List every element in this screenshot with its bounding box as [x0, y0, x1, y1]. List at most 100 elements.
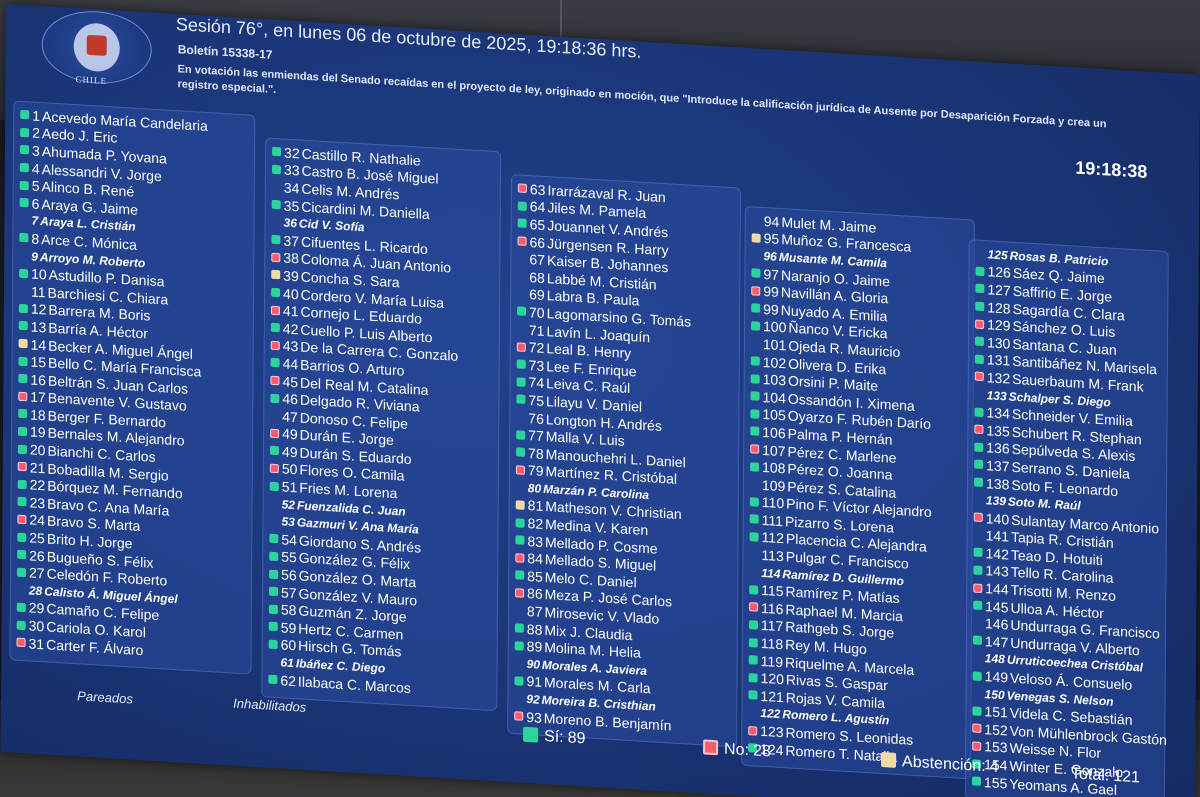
deputy-number: 96: [763, 248, 777, 264]
vote-indicator-icon: [514, 676, 524, 686]
deputy-number: 94: [763, 212, 780, 230]
deputy-number: 22: [29, 476, 46, 494]
vote-indicator-icon: [974, 407, 984, 417]
deputy-number: 88: [526, 620, 543, 638]
disabled-label: Inhabilitados: [233, 695, 307, 715]
deputy-number: 119: [760, 652, 784, 670]
clock: 19:18:38: [1075, 157, 1148, 182]
deputy-number: 49: [281, 443, 298, 461]
vote-indicator-icon: [515, 606, 524, 616]
deputy-number: 138: [985, 474, 1010, 493]
vote-indicator-icon: [974, 371, 984, 382]
deputy-number: 143: [985, 562, 1009, 581]
vote-indicator-icon: [517, 306, 527, 317]
deputy-number: 76: [528, 409, 544, 427]
deputy-number: 85: [527, 567, 543, 585]
deputy-number: 130: [986, 334, 1011, 352]
no-count: 28: [752, 742, 771, 761]
deputy-number: 13: [30, 318, 47, 336]
vote-indicator-icon: [19, 286, 28, 296]
deputy-number: 111: [761, 511, 784, 530]
deputy-number: 148: [984, 651, 1005, 667]
vote-indicator-icon: [270, 411, 279, 421]
deputy-number: 147: [984, 633, 1009, 651]
deputy-number: 47: [282, 408, 298, 426]
vote-indicator-icon: [751, 339, 760, 349]
vote-indicator-icon: [749, 496, 759, 507]
deputy-number: 83: [527, 532, 544, 550]
deputy-number: 59: [280, 619, 297, 637]
deputy-number: 54: [281, 531, 298, 549]
vote-indicator-icon: [749, 550, 758, 560]
deputy-number: 99: [763, 283, 779, 301]
vote-indicator-icon: [752, 216, 761, 226]
total-label: Total:: [1070, 765, 1110, 785]
deputy-number: 23: [29, 494, 46, 512]
vote-indicator-icon: [748, 655, 758, 665]
vote-indicator-icon: [515, 465, 525, 475]
vote-indicator-icon: [17, 585, 26, 595]
deputies-column-4: 94 Mulet M. Jaime 95 Muñoz G. Francesca 96 Mu…: [740, 205, 975, 780]
deputy-number: 53: [281, 514, 295, 530]
vote-indicator-icon: [517, 289, 526, 299]
deputy-number: 122: [760, 706, 781, 722]
vote-indicator-icon: [271, 270, 281, 280]
vote-indicator-icon: [17, 514, 27, 525]
vote-indicator-icon: [749, 567, 758, 577]
vote-indicator-icon: [972, 670, 982, 681]
vote-indicator-icon: [973, 653, 982, 663]
deputy-number: 39: [283, 267, 299, 285]
deputy-number: 100: [762, 318, 787, 336]
vote-indicator-icon: [272, 147, 282, 157]
deputy-name: Cid V. Sofía: [298, 216, 365, 235]
vote-indicator-icon: [748, 637, 758, 648]
deputy-number: 135: [986, 421, 1010, 440]
deputy-number: 24: [29, 511, 46, 529]
vote-indicator-icon: [20, 110, 30, 120]
deputy-number: 80: [527, 480, 542, 496]
deputy-number: 112: [761, 529, 784, 547]
deputy-number: 125: [987, 247, 1008, 263]
vote-indicator-icon: [751, 321, 761, 331]
vote-indicator-icon: [972, 635, 982, 646]
deputy-number: 28: [28, 583, 43, 598]
vote-indicator-icon: [16, 637, 26, 648]
deputy-number: 32: [284, 144, 300, 162]
deputy-number: 69: [529, 286, 545, 304]
deputy-number: 45: [282, 372, 299, 390]
deputy-number: 11: [30, 283, 46, 301]
abstention-count: 4: [989, 758, 999, 776]
deputies-column-3: 63 Irarrázaval R. Juan 64 Jiles M. Pamela 65…: [507, 173, 742, 748]
ceiling-cable: [560, 0, 562, 70]
yes-label: Sí:: [544, 727, 564, 747]
deputy-number: 103: [762, 371, 787, 389]
deputy-number: 62: [280, 671, 297, 689]
deputy-number: 8: [31, 230, 40, 247]
deputy-number: 133: [986, 387, 1007, 403]
deputy-number: 106: [762, 423, 786, 442]
deputy-number: 105: [762, 406, 786, 424]
vote-indicator-icon: [514, 640, 524, 651]
deputy-number: 141: [985, 527, 1010, 545]
deputy-number: 121: [760, 687, 784, 706]
deputy-number: 120: [760, 670, 785, 688]
deputy-number: 50: [281, 460, 298, 478]
vote-indicator-icon: [515, 500, 525, 510]
deputy-number: 82: [527, 515, 544, 532]
vote-indicator-icon: [976, 249, 985, 259]
vote-indicator-icon: [18, 391, 28, 402]
vote-indicator-icon: [270, 375, 280, 386]
deputy-number: 72: [528, 339, 545, 357]
deputy-number: 26: [29, 547, 45, 564]
vote-indicator-icon: [269, 569, 279, 579]
voting-display-screen: CHILE Sesión 76°, en lunes 06 de octubre…: [0, 4, 1200, 797]
vote-indicator-icon: [517, 183, 527, 194]
deputy-number: 126: [987, 263, 1011, 282]
vote-indicator-icon: [751, 268, 761, 278]
deputy-number: 52: [281, 497, 296, 512]
deputy-number: 151: [984, 703, 1008, 721]
vote-indicator-icon: [16, 620, 26, 630]
deputy-number: 110: [761, 494, 785, 512]
vote-indicator-icon: [514, 623, 524, 633]
vote-indicator-icon: [269, 446, 280, 456]
